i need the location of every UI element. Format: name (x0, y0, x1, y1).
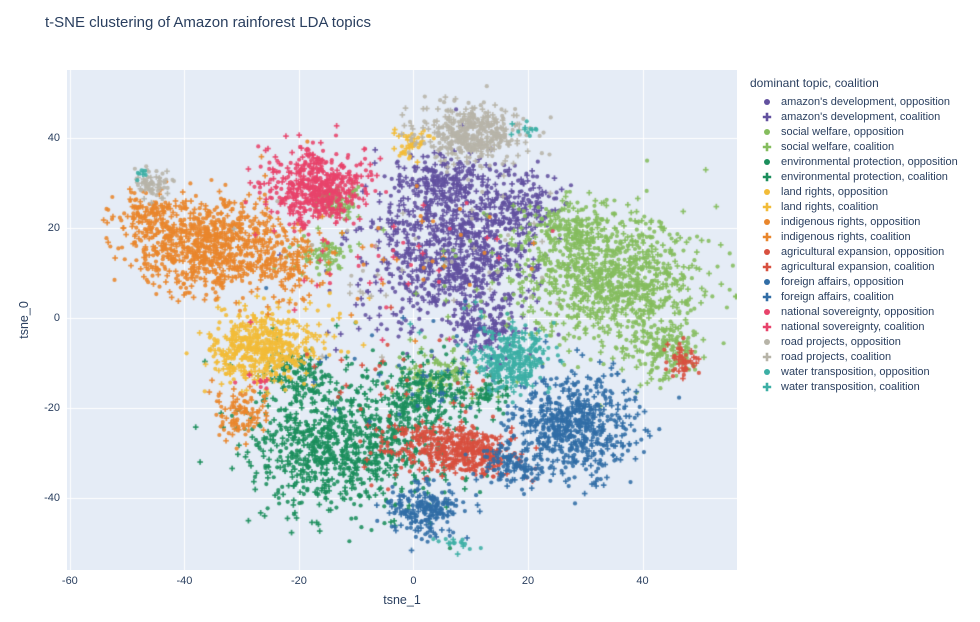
legend-label: road projects, coalition (781, 350, 892, 363)
cross-marker-icon (762, 172, 772, 182)
legend-item-water-transposition-opposition[interactable]: water transposition, opposition (750, 364, 975, 379)
legend-item-national-sovereignty-opposition[interactable]: national sovereignty, opposition (750, 304, 975, 319)
legend-item-amazon-s-development-opposition[interactable]: amazon's development, opposition (750, 94, 975, 109)
legend-label: amazon's development, opposition (781, 95, 951, 108)
cross-marker-icon (762, 382, 772, 392)
legend-label: land rights, coalition (781, 200, 879, 213)
cross-marker-icon (762, 142, 772, 152)
cross-marker-icon (762, 112, 772, 122)
legend-label: foreign affairs, opposition (781, 275, 904, 288)
legend-item-amazon-s-development-coalition[interactable]: amazon's development, coalition (750, 109, 975, 124)
legend-item-foreign-affairs-coalition[interactable]: foreign affairs, coalition (750, 289, 975, 304)
x-tick-label: 40 (636, 575, 649, 587)
legend-item-social-welfare-opposition[interactable]: social welfare, opposition (750, 124, 975, 139)
circle-marker-icon (762, 307, 772, 317)
legend-item-foreign-affairs-opposition[interactable]: foreign affairs, opposition (750, 274, 975, 289)
legend-label: national sovereignty, coalition (781, 320, 925, 333)
legend-item-environmental-protection-coalition[interactable]: environmental protection, coalition (750, 169, 975, 184)
plot-area (67, 70, 737, 570)
legend-label: water transposition, opposition (781, 365, 930, 378)
cross-marker-icon (762, 352, 772, 362)
legend-label: national sovereignty, opposition (781, 305, 935, 318)
cross-marker-icon (762, 262, 772, 272)
legend-label: land rights, opposition (781, 185, 889, 198)
legend-label: amazon's development, coalition (781, 110, 941, 123)
scatter-plot-canvas[interactable] (67, 70, 737, 570)
legend-item-road-projects-coalition[interactable]: road projects, coalition (750, 349, 975, 364)
legend-label: foreign affairs, coalition (781, 290, 894, 303)
circle-marker-icon (762, 157, 772, 167)
circle-marker-icon (762, 97, 772, 107)
chart-title: t-SNE clustering of Amazon rainforest LD… (45, 14, 371, 31)
circle-marker-icon (762, 337, 772, 347)
x-tick-label: -20 (290, 575, 307, 587)
y-tick-label: -20 (44, 401, 60, 414)
circle-marker-icon (762, 187, 772, 197)
x-tick-label: 0 (410, 575, 417, 587)
legend-label: agricultural expansion, coalition (781, 260, 935, 273)
y-tick-label: -40 (44, 491, 60, 504)
legend-item-indigenous-rights-coalition[interactable]: indigenous rights, coalition (750, 229, 975, 244)
legend-label: social welfare, coalition (781, 140, 895, 153)
circle-marker-icon (762, 217, 772, 227)
legend-item-agricultural-expansion-opposition[interactable]: agricultural expansion, opposition (750, 244, 975, 259)
legend-item-agricultural-expansion-coalition[interactable]: agricultural expansion, coalition (750, 259, 975, 274)
x-tick-label: -40 (176, 575, 193, 587)
legend-item-environmental-protection-opposition[interactable]: environmental protection, opposition (750, 154, 975, 169)
cross-marker-icon (762, 292, 772, 302)
legend-label: agricultural expansion, opposition (781, 245, 945, 258)
y-tick-label: 0 (53, 311, 60, 324)
legend-label: social welfare, opposition (781, 125, 904, 138)
legend-item-indigenous-rights-opposition[interactable]: indigenous rights, opposition (750, 214, 975, 229)
x-axis-title: tsne_1 (383, 593, 421, 607)
x-tick-label: 20 (521, 575, 535, 587)
legend-item-national-sovereignty-coalition[interactable]: national sovereignty, coalition (750, 319, 975, 334)
legend: dominant topic, coalition amazon's devel… (750, 76, 975, 394)
circle-marker-icon (762, 277, 772, 287)
cross-marker-icon (762, 322, 772, 332)
legend-label: water transposition, coalition (781, 380, 920, 393)
legend-item-water-transposition-coalition[interactable]: water transposition, coalition (750, 379, 975, 394)
y-tick-label: 20 (47, 221, 60, 234)
legend-item-social-welfare-coalition[interactable]: social welfare, coalition (750, 139, 975, 154)
legend-item-land-rights-coalition[interactable]: land rights, coalition (750, 199, 975, 214)
legend-label: environmental protection, opposition (781, 155, 958, 168)
x-tick-label: -60 (61, 575, 78, 587)
legend-item-land-rights-opposition[interactable]: land rights, opposition (750, 184, 975, 199)
circle-marker-icon (762, 127, 772, 137)
legend-items: amazon's development, opposition amazon's… (750, 94, 975, 394)
cross-marker-icon (762, 232, 772, 242)
circle-marker-icon (762, 247, 772, 257)
legend-item-road-projects-opposition[interactable]: road projects, opposition (750, 334, 975, 349)
legend-label: environmental protection, coalition (781, 170, 948, 183)
legend-label: indigenous rights, coalition (781, 230, 911, 243)
legend-label: road projects, opposition (781, 335, 901, 348)
legend-label: indigenous rights, opposition (781, 215, 921, 228)
circle-marker-icon (762, 367, 772, 377)
legend-title: dominant topic, coalition (750, 76, 879, 90)
y-tick-label: 40 (47, 131, 60, 144)
y-axis-title: tsne_0 (17, 301, 31, 339)
cross-marker-icon (762, 202, 772, 212)
